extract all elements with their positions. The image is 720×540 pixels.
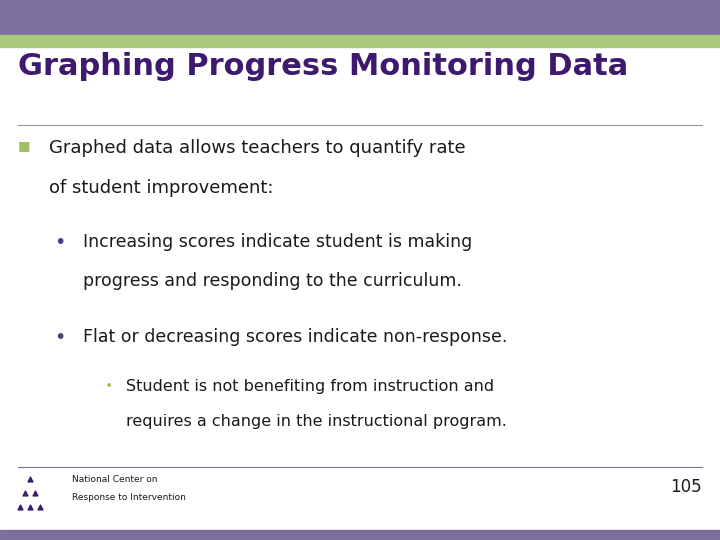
Text: requires a change in the instructional program.: requires a change in the instructional p… [126, 414, 507, 429]
Text: progress and responding to the curriculum.: progress and responding to the curriculu… [83, 272, 462, 290]
Text: of student improvement:: of student improvement: [49, 179, 274, 197]
Text: •: • [104, 379, 112, 393]
Text: Increasing scores indicate student is making: Increasing scores indicate student is ma… [83, 233, 472, 251]
Bar [0, 35, 720, 47]
Text: ■: ■ [18, 139, 30, 152]
Point [24, 475, 36, 483]
Text: •: • [54, 328, 66, 347]
Point [30, 489, 41, 497]
Text: Graphed data allows teachers to quantify rate: Graphed data allows teachers to quantify… [49, 139, 466, 157]
Point [35, 503, 46, 511]
Text: Flat or decreasing scores indicate non-response.: Flat or decreasing scores indicate non-r… [83, 328, 507, 346]
Text: National Center on: National Center on [72, 475, 158, 484]
Text: 105: 105 [670, 478, 702, 496]
Text: •: • [54, 233, 66, 252]
Bar [0, 0, 720, 35]
Point [19, 489, 31, 497]
Bar [0, 530, 720, 540]
Text: Student is not benefiting from instruction and: Student is not benefiting from instructi… [126, 379, 494, 394]
Text: Graphing Progress Monitoring Data: Graphing Progress Monitoring Data [18, 52, 629, 82]
Text: Response to Intervention: Response to Intervention [72, 493, 186, 502]
Point [14, 503, 26, 511]
Point [24, 503, 36, 511]
